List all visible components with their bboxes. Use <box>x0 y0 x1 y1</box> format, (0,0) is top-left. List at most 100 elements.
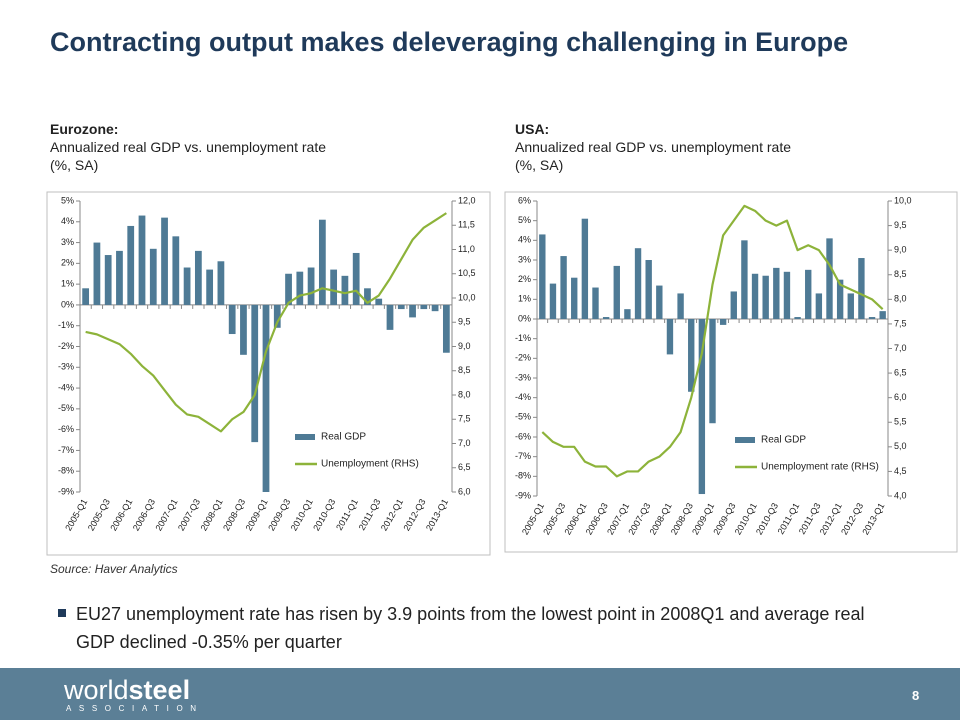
bar <box>879 311 886 319</box>
subtitle: (%, SA) <box>515 157 564 173</box>
y2-tick-label: 12,0 <box>458 195 476 205</box>
bar <box>364 288 371 305</box>
y-tick-label: 2% <box>518 274 531 284</box>
bar <box>688 319 695 392</box>
legend-swatch <box>735 437 755 443</box>
bar <box>560 256 567 319</box>
bar <box>571 277 578 319</box>
y-tick-label: -2% <box>58 341 74 351</box>
bar <box>709 319 716 424</box>
y-tick-label: -8% <box>58 466 74 476</box>
bar <box>719 319 727 325</box>
slide-title: Contracting output makes deleveraging ch… <box>50 27 849 57</box>
logo-text: steel <box>128 675 191 705</box>
y-tick-label: -3% <box>58 362 74 372</box>
y2-tick-label: 8,5 <box>894 269 907 279</box>
y2-tick-label: 7,5 <box>458 414 471 424</box>
bar <box>82 288 90 305</box>
bar <box>868 317 876 319</box>
y-tick-label: 5% <box>518 215 531 225</box>
bar <box>836 279 844 319</box>
y2-tick-label: 6,0 <box>458 486 471 496</box>
y2-tick-label: 4,5 <box>894 466 907 476</box>
y-tick-label: -7% <box>515 451 531 461</box>
bar <box>273 304 281 328</box>
bar <box>805 269 812 319</box>
bar <box>409 304 416 318</box>
bar <box>645 260 652 319</box>
legend-swatch <box>295 434 315 440</box>
y-tick-label: -1% <box>515 333 531 343</box>
y-tick-label: 2% <box>61 258 74 268</box>
bar <box>783 271 791 319</box>
y2-tick-label: 11,0 <box>458 244 475 254</box>
y-tick-label: -9% <box>515 490 531 500</box>
bar <box>656 285 663 319</box>
subtitle: Annualized real GDP vs. unemployment rat… <box>50 139 326 155</box>
logo-text: world <box>64 675 129 705</box>
bullet-text: EU27 unemployment rate has risen by 3.9 … <box>76 604 865 652</box>
bar <box>539 234 546 319</box>
y-tick-label: -6% <box>515 431 531 441</box>
bar <box>592 287 599 319</box>
y-tick-label: -5% <box>58 403 74 413</box>
line <box>85 212 447 433</box>
line <box>541 204 884 478</box>
legend-label: Unemployment rate (RHS) <box>761 462 879 473</box>
y-tick-label: -5% <box>515 412 531 422</box>
bar <box>634 248 642 319</box>
bar <box>698 319 706 495</box>
bar <box>240 304 247 355</box>
bar <box>624 309 631 319</box>
bar <box>251 304 259 443</box>
y2-tick-label: 8,0 <box>458 389 471 399</box>
y-tick-label: 1% <box>61 279 74 289</box>
y2-tick-label: 7,0 <box>458 438 471 448</box>
bar <box>773 267 780 319</box>
source: Source: Haver Analytics <box>50 562 178 576</box>
bar <box>285 273 292 305</box>
bar <box>228 304 236 335</box>
y2-tick-label: 9,0 <box>458 341 471 351</box>
bar <box>262 304 270 492</box>
bar <box>741 240 748 319</box>
legend-label: Unemployment (RHS) <box>321 459 419 470</box>
y2-tick-label: 9,0 <box>894 245 907 255</box>
bar <box>581 218 589 319</box>
y-tick-label: -7% <box>58 445 74 455</box>
page-number: 8 <box>912 688 920 703</box>
y2-tick-label: 11,5 <box>458 220 475 230</box>
y2-tick-label: 6,5 <box>458 462 471 472</box>
legend-label: Real GDP <box>761 435 806 446</box>
bar <box>847 293 854 319</box>
y2-tick-label: 8,0 <box>894 294 907 304</box>
y2-tick-label: 8,5 <box>458 365 471 375</box>
bar <box>826 238 833 319</box>
y-tick-label: 0% <box>61 299 74 309</box>
y-tick-label: -4% <box>58 382 74 392</box>
y-tick-label: 4% <box>518 235 531 245</box>
bar <box>549 283 557 319</box>
chart-frame <box>504 191 958 553</box>
y2-tick-label: 10,0 <box>894 195 912 205</box>
bar <box>206 269 214 305</box>
bar <box>194 250 202 305</box>
bar <box>762 275 769 319</box>
bar <box>104 255 112 305</box>
chart-title: Eurozone: <box>50 121 119 137</box>
y-tick-label: -2% <box>515 353 531 363</box>
bar <box>420 304 428 310</box>
bar <box>138 215 146 305</box>
bar <box>183 267 191 305</box>
bullet-marker <box>58 609 66 617</box>
y-tick-label: -6% <box>58 424 74 434</box>
logo-subtext: ASSOCIATION <box>66 704 204 713</box>
chart-title: USA: <box>515 121 550 137</box>
y2-tick-label: 7,0 <box>894 343 907 353</box>
y2-tick-label: 9,5 <box>894 220 907 230</box>
bar <box>341 275 349 305</box>
bar <box>307 267 315 305</box>
bar <box>296 271 304 305</box>
y-tick-label: 3% <box>518 254 531 264</box>
